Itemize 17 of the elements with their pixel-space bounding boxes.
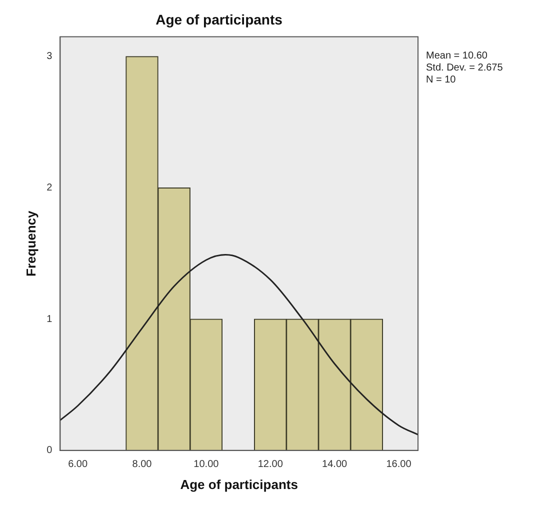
text: Std. Dev. = 2.675	[426, 62, 504, 74]
y-tick-label: 3	[46, 51, 53, 62]
y-axis-title: Frequency	[23, 210, 38, 276]
x-tick-label: 14.00	[322, 459, 348, 470]
y-tick-label: 0	[46, 445, 53, 456]
text: Mean = 10.60	[426, 50, 488, 62]
x-tick-label: 12.00	[258, 459, 284, 470]
line-series	[60, 254, 418, 436]
x-tick-label: 10.00	[194, 459, 220, 470]
chart-title: Age of participants	[156, 11, 283, 28]
x-tick-label: 6.00	[68, 459, 88, 470]
y-tick-label: 1	[46, 314, 53, 325]
x-tick-label: 16.00	[386, 459, 412, 470]
text: N = 10	[426, 74, 456, 86]
y-tick-label: 2	[46, 182, 53, 194]
x-tick-label: 8.00	[132, 459, 152, 470]
x-axis-title: Age of participants	[180, 476, 298, 492]
